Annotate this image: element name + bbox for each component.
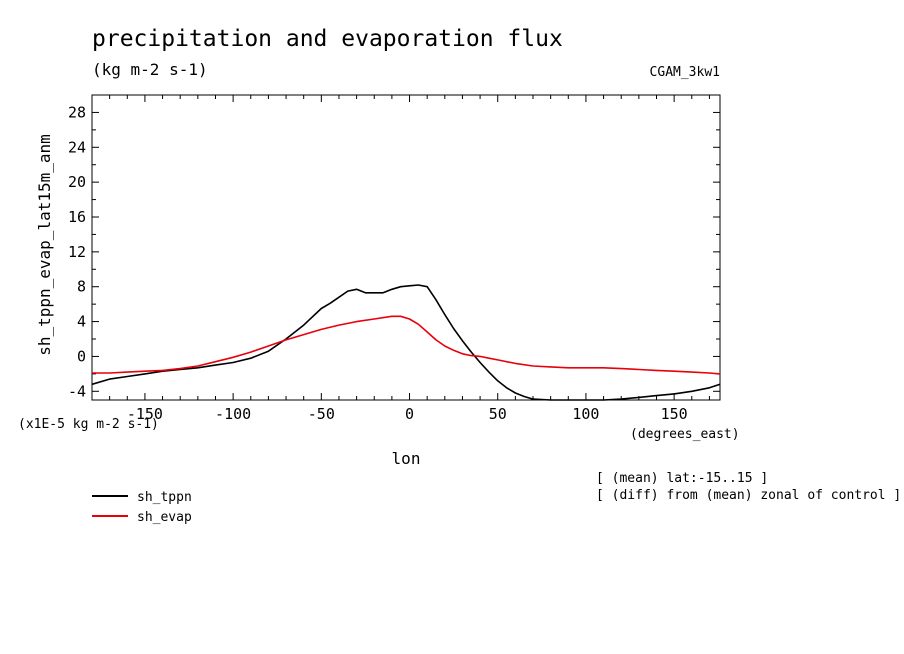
run-id-label: CGAM_3kw1 bbox=[650, 65, 720, 80]
y-tick-label: 16 bbox=[68, 208, 86, 226]
x-axis-label: lon bbox=[392, 449, 421, 468]
x-tick-label: -50 bbox=[308, 405, 335, 423]
x-tick-label: 150 bbox=[661, 405, 688, 423]
x-tick-label: 0 bbox=[405, 405, 414, 423]
x-tick-label: -150 bbox=[127, 405, 163, 423]
mean-note: [ (mean) lat:-15..15 ] bbox=[596, 471, 768, 486]
y-tick-label: 28 bbox=[68, 103, 86, 121]
x-tick-label: 100 bbox=[572, 405, 599, 423]
axis-ticks bbox=[91, 95, 720, 400]
diff-note: [ (diff) from (mean) zonal of control ] bbox=[596, 488, 901, 503]
data-lines bbox=[91, 284, 721, 401]
legend-label-sh-evap: sh_evap bbox=[137, 510, 192, 525]
series-line-sh-tppn bbox=[91, 284, 721, 401]
chart-units: (kg m-2 s-1) bbox=[92, 60, 208, 79]
y-tick-label: 0 bbox=[77, 347, 86, 365]
x-tick-label: 50 bbox=[489, 405, 507, 423]
legend: sh_tppn sh_evap bbox=[92, 490, 192, 525]
x-tick-label: -100 bbox=[215, 405, 251, 423]
y-tick-label: 8 bbox=[77, 278, 86, 296]
y-tick-label: 24 bbox=[68, 138, 86, 156]
plot-area: -150 -100 -50 0 50 100 150 -4 0 4 8 12 16 20 24 28 bbox=[68, 94, 721, 423]
y-axis-label: sh_tppn_evap_lat15m_anm bbox=[35, 134, 54, 356]
y-tick-label: 4 bbox=[77, 313, 86, 331]
scale-label: (x1E-5 kg m-2 s-1) bbox=[18, 417, 159, 432]
y-tick-label: -4 bbox=[68, 382, 86, 400]
chart-title: precipitation and evaporation flux bbox=[92, 26, 563, 52]
series-line-sh-evap bbox=[92, 315, 721, 375]
y-tick-label: 20 bbox=[68, 173, 86, 191]
plot-frame bbox=[91, 94, 721, 401]
legend-label-sh-tppn: sh_tppn bbox=[137, 490, 192, 505]
y-tick-label: 12 bbox=[68, 243, 86, 261]
x-tick-labels: -150 -100 -50 0 50 100 150 bbox=[127, 405, 688, 423]
y-tick-labels: -4 0 4 8 12 16 20 24 28 bbox=[68, 103, 86, 400]
x-units-label: (degrees_east) bbox=[630, 427, 740, 442]
